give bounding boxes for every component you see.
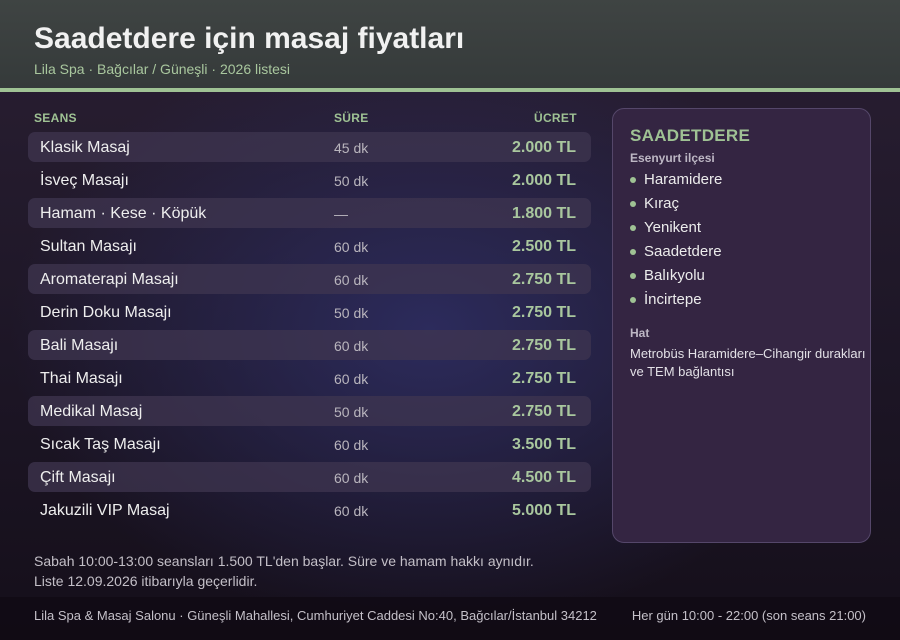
row-session-name: Bali Masajı bbox=[40, 337, 119, 354]
place-name: Balıkyolu bbox=[644, 267, 705, 284]
row-duration: 50 dk bbox=[334, 173, 369, 189]
row-price: 1.800 TL bbox=[511, 205, 576, 222]
row-session-name: İsveç Masajı bbox=[40, 172, 129, 189]
row-duration: 50 dk bbox=[334, 404, 369, 420]
row-duration: 60 dk bbox=[334, 371, 369, 387]
row-session-name: Çift Masajı bbox=[40, 469, 116, 486]
list-item: İncirtepe bbox=[630, 290, 722, 314]
row-session-name: Sıcak Taş Masajı bbox=[40, 436, 161, 453]
place-name: Kıraç bbox=[644, 195, 680, 212]
row-duration: 60 dk bbox=[334, 338, 369, 354]
place-name: Yenikent bbox=[644, 219, 701, 236]
bullet-icon bbox=[630, 177, 636, 183]
bullet-icon bbox=[630, 225, 636, 231]
bullet-icon bbox=[630, 249, 636, 255]
row-price: 3.500 TL bbox=[511, 436, 576, 453]
list-item: Kıraç bbox=[630, 194, 722, 218]
row-duration: 60 dk bbox=[334, 272, 369, 288]
row-duration: 45 dk bbox=[334, 140, 369, 156]
column-header-duration: SÜRE bbox=[334, 111, 369, 125]
location-panel: SAADETDERE Esenyurt ilçesi Haramidere Kı… bbox=[612, 108, 871, 543]
list-item: Balıkyolu bbox=[630, 266, 722, 290]
page-footer: Lila Spa & Masaj Salonu · Güneşli Mahall… bbox=[0, 597, 900, 640]
price-table: Klasik Masaj 45 dk 2.000 TL İsveç Masajı… bbox=[28, 132, 591, 528]
row-session-name: Sultan Masajı bbox=[40, 238, 137, 255]
table-row: Sultan Masajı 60 dk 2.500 TL bbox=[28, 231, 591, 261]
row-price: 2.500 TL bbox=[511, 238, 576, 255]
place-name: Haramidere bbox=[644, 171, 723, 188]
row-price: 5.000 TL bbox=[511, 502, 576, 519]
table-row: Klasik Masaj 45 dk 2.000 TL bbox=[28, 132, 591, 162]
footer-hours: Her gün 10:00 - 22:00 (son seans 21:00) bbox=[631, 608, 866, 623]
table-row: Jakuzili VIP Masaj 60 dk 5.000 TL bbox=[28, 495, 591, 525]
bullet-icon bbox=[630, 201, 636, 207]
column-header-session: SEANS bbox=[34, 111, 77, 125]
row-duration: 60 dk bbox=[334, 470, 369, 486]
table-row: Derin Doku Masajı 50 dk 2.750 TL bbox=[28, 297, 591, 327]
row-price: 2.000 TL bbox=[511, 172, 576, 189]
row-duration: — bbox=[334, 206, 348, 222]
list-item: Yenikent bbox=[630, 218, 722, 242]
validity-note: Liste 12.09.2026 itibarıyla geçerlidir. bbox=[34, 573, 258, 589]
row-session-name: Aromaterapi Masajı bbox=[40, 271, 179, 288]
row-duration: 60 dk bbox=[334, 437, 369, 453]
nearby-places-list: Haramidere Kıraç Yenikent Saadetdere Bal… bbox=[630, 170, 722, 314]
row-price: 2.750 TL bbox=[511, 271, 576, 288]
row-session-name: Klasik Masaj bbox=[40, 139, 130, 156]
page-title: Saadetdere için masaj fiyatları bbox=[34, 22, 465, 55]
row-price: 2.750 TL bbox=[511, 403, 576, 420]
table-row: Hamam · Kese · Köpük — 1.800 TL bbox=[28, 198, 591, 228]
panel-title: SAADETDERE bbox=[630, 126, 751, 145]
row-price: 2.750 TL bbox=[511, 370, 576, 387]
row-price: 4.500 TL bbox=[511, 469, 576, 486]
table-row: Thai Masajı 60 dk 2.750 TL bbox=[28, 363, 591, 393]
row-duration: 60 dk bbox=[334, 239, 369, 255]
row-session-name: Thai Masajı bbox=[40, 370, 123, 387]
bullet-icon bbox=[630, 273, 636, 279]
row-price: 2.000 TL bbox=[511, 139, 576, 156]
panel-subtitle: Esenyurt ilçesi bbox=[630, 151, 715, 165]
column-header-price: ÜCRET bbox=[534, 111, 577, 125]
bullet-icon bbox=[630, 297, 636, 303]
row-session-name: Medikal Masaj bbox=[40, 403, 143, 420]
transit-description: Metrobüs Haramidere–Cihangir durakları v… bbox=[630, 346, 866, 379]
page-header: Saadetdere için masaj fiyatları Lila Spa… bbox=[0, 0, 900, 92]
footer-address: Lila Spa & Masaj Salonu · Güneşli Mahall… bbox=[34, 608, 597, 623]
table-row: İsveç Masajı 50 dk 2.000 TL bbox=[28, 165, 591, 195]
table-row: Bali Masajı 60 dk 2.750 TL bbox=[28, 330, 591, 360]
table-row: Medikal Masaj 50 dk 2.750 TL bbox=[28, 396, 591, 426]
place-name: Saadetdere bbox=[644, 243, 722, 260]
transit-label: Hat bbox=[630, 326, 650, 340]
table-row: Sıcak Taş Masajı 60 dk 3.500 TL bbox=[28, 429, 591, 459]
row-price: 2.750 TL bbox=[511, 304, 576, 321]
table-row: Aromaterapi Masajı 60 dk 2.750 TL bbox=[28, 264, 591, 294]
row-price: 2.750 TL bbox=[511, 337, 576, 354]
row-duration: 60 dk bbox=[334, 503, 369, 519]
table-row: Çift Masajı 60 dk 4.500 TL bbox=[28, 462, 591, 492]
place-name: İncirtepe bbox=[644, 291, 702, 308]
pricing-note: Sabah 10:00-13:00 seansları 1.500 TL'den… bbox=[34, 553, 534, 569]
row-session-name: Derin Doku Masajı bbox=[40, 304, 172, 321]
row-session-name: Hamam · Kese · Köpük bbox=[40, 205, 207, 222]
list-item: Saadetdere bbox=[630, 242, 722, 266]
page-subtitle: Lila Spa · Bağcılar / Güneşli · 2026 lis… bbox=[34, 61, 291, 77]
row-session-name: Jakuzili VIP Masaj bbox=[40, 502, 170, 519]
list-item: Haramidere bbox=[630, 170, 722, 194]
row-duration: 50 dk bbox=[334, 305, 369, 321]
